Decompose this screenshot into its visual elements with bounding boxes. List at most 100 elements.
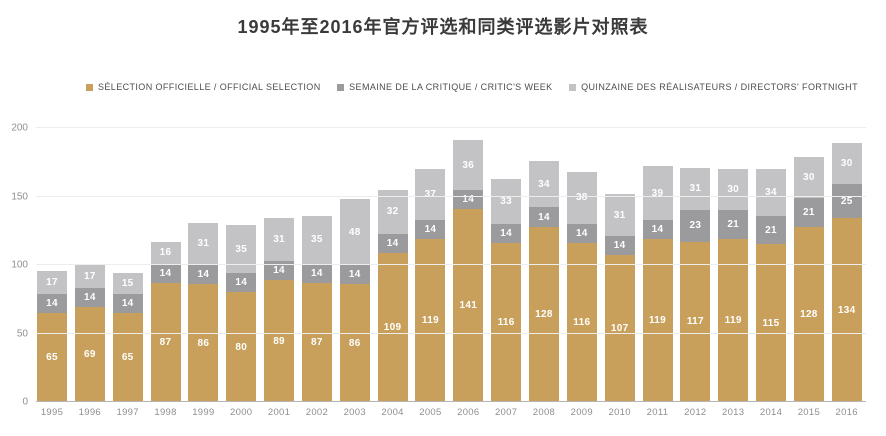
bar-group-2004: 32 14 109 2004 [377, 128, 408, 418]
legend-label: QUINZAINE DES RÉALISATEURS / DIRECTORS' … [581, 82, 858, 92]
x-axis-tick-label: 2000 [230, 407, 253, 418]
x-axis-tick-label: 2013 [722, 407, 745, 418]
bar-group-2000: 35 14 80 2000 [226, 128, 257, 418]
bar-segment-directors-fortnight: 48 [339, 199, 370, 266]
bar-segment-directors-fortnight: 17 [74, 265, 105, 289]
bar-value-label: 21 [765, 224, 777, 236]
bar-value-label: 14 [613, 240, 626, 252]
bar-value-label: 39 [651, 187, 664, 199]
bar-segment-critics-week: 14 [150, 263, 181, 283]
legend-item-official-selection: SÉLECTION OFFICIELLE / OFFICIAL SELECTIO… [86, 82, 321, 92]
legend-swatch-icon [86, 83, 93, 91]
bar-segment-directors-fortnight: 35 [301, 215, 332, 264]
y-axis-tick-label: 200 [11, 122, 28, 134]
x-axis-tick-label: 2006 [457, 407, 480, 418]
x-axis-tick-label: 2008 [532, 407, 556, 418]
gridline [36, 127, 866, 128]
bars-container: 17 14 65 1995 17 14 69 1996 15 14 65 1997 16 14 87 1998… [37, 128, 862, 418]
bar-segment-directors-fortnight: 35 [226, 225, 257, 274]
x-axis-tick-label: 2011 [646, 407, 669, 418]
bar-segment-directors-fortnight: 17 [37, 270, 67, 294]
x-axis-tick-label: 1999 [192, 407, 215, 418]
bar-group-2003: 48 14 86 2003 [339, 128, 370, 418]
bar-segment-official-selection: 86 [188, 284, 219, 402]
bar-value-label: 65 [46, 351, 58, 363]
bar-segment-official-selection: 119 [415, 238, 446, 402]
bar-value-label: 116 [573, 317, 591, 329]
bar-value-label: 69 [83, 349, 96, 361]
bar-value-label: 35 [311, 234, 323, 246]
bar-value-label: 14 [424, 223, 437, 235]
bar-segment-directors-fortnight: 37 [415, 169, 446, 220]
x-axis-tick-label: 2001 [267, 407, 291, 418]
bar-value-label: 21 [727, 219, 740, 231]
bar-value-label: 35 [235, 243, 248, 255]
bar-segment-critics-week: 25 [831, 184, 862, 219]
bar-segment-directors-fortnight: 15 [112, 273, 143, 294]
bar-segment-official-selection: 128 [793, 226, 824, 402]
bar-value-label: 14 [46, 297, 58, 309]
bar-group-1999: 31 14 86 1999 [188, 128, 219, 418]
bar-group-2016: 30 25 134 2016 [831, 128, 862, 418]
bar-value-label: 16 [159, 247, 172, 259]
bar-segment-official-selection: 115 [756, 244, 787, 402]
bar-value-label: 134 [837, 304, 856, 316]
bar-value-label: 14 [121, 297, 134, 309]
bar-segment-directors-fortnight: 34 [756, 169, 787, 216]
bar-value-label: 30 [727, 184, 740, 196]
gridline [36, 264, 866, 265]
bar-group-1996: 17 14 69 1996 [74, 128, 105, 418]
bar-segment-critics-week: 14 [339, 265, 370, 285]
x-axis-tick-label: 1998 [154, 407, 177, 418]
bar-segment-critics-week: 14 [74, 288, 105, 308]
bar-group-2010: 31 14 107 2010 [604, 128, 635, 418]
bar-segment-official-selection: 117 [680, 241, 711, 402]
bar-group-2014: 34 21 115 2014 [756, 128, 787, 418]
x-axis-tick-label: 2016 [835, 407, 858, 418]
bar-value-label: 14 [500, 228, 512, 239]
bar-segment-directors-fortnight: 32 [377, 189, 408, 234]
bar-segment-directors-fortnight: 36 [453, 140, 484, 190]
bar-value-label: 141 [459, 299, 478, 311]
bar-value-label: 30 [840, 158, 853, 170]
y-axis-tick-label: 100 [11, 259, 28, 271]
bar-segment-critics-week: 14 [264, 260, 295, 281]
bar-value-label: 119 [724, 314, 742, 326]
bar-segment-official-selection: 65 [37, 312, 67, 402]
bar-segment-official-selection: 141 [453, 208, 484, 402]
bar-segment-official-selection: 65 [112, 312, 143, 402]
bar-segment-official-selection: 86 [339, 284, 370, 402]
bar-segment-directors-fortnight: 30 [793, 156, 824, 198]
bar-segment-critics-week: 14 [642, 219, 673, 239]
x-axis-tick-label: 2007 [494, 407, 518, 418]
bar-segment-directors-fortnight: 33 [491, 178, 522, 224]
gridline [36, 332, 866, 334]
bar-value-label: 86 [348, 337, 361, 349]
bar-value-label: 37 [424, 188, 437, 200]
bar-value-label: 31 [273, 234, 285, 246]
bar-value-label: 14 [575, 228, 588, 239]
bar-value-label: 25 [840, 195, 853, 207]
bar-value-label: 14 [386, 237, 399, 249]
gridline [36, 195, 866, 197]
bar-segment-official-selection: 69 [74, 307, 105, 402]
bar-group-2007: 33 14 116 2007 [491, 128, 522, 418]
bar-group-2005: 37 14 119 2005 [415, 128, 446, 418]
bar-value-label: 15 [121, 278, 134, 289]
x-axis-tick-label: 1996 [78, 407, 102, 418]
chart-legend: SÉLECTION OFFICIELLE / OFFICIAL SELECTIO… [86, 82, 858, 92]
x-axis-tick-label: 2005 [419, 407, 442, 418]
bar-group-1995: 17 14 65 1995 [37, 128, 67, 418]
legend-item-directors-fortnight: QUINZAINE DES RÉALISATEURS / DIRECTORS' … [569, 82, 858, 92]
bar-value-label: 34 [538, 178, 550, 190]
bar-segment-official-selection: 109 [377, 252, 408, 402]
legend-item-critics-week: SEMAINE DE LA CRITIQUE / CRITIC'S WEEK [337, 82, 552, 92]
bar-value-label: 31 [613, 209, 626, 221]
bar-group-2015: 30 21 128 2015 [793, 128, 824, 418]
bar-value-label: 14 [651, 223, 664, 235]
bar-segment-official-selection: 116 [491, 243, 522, 402]
bar-value-label: 87 [311, 336, 323, 348]
bar-value-label: 89 [273, 335, 285, 347]
bar-value-label: 116 [497, 317, 515, 329]
bar-segment-critics-week: 14 [188, 265, 219, 285]
